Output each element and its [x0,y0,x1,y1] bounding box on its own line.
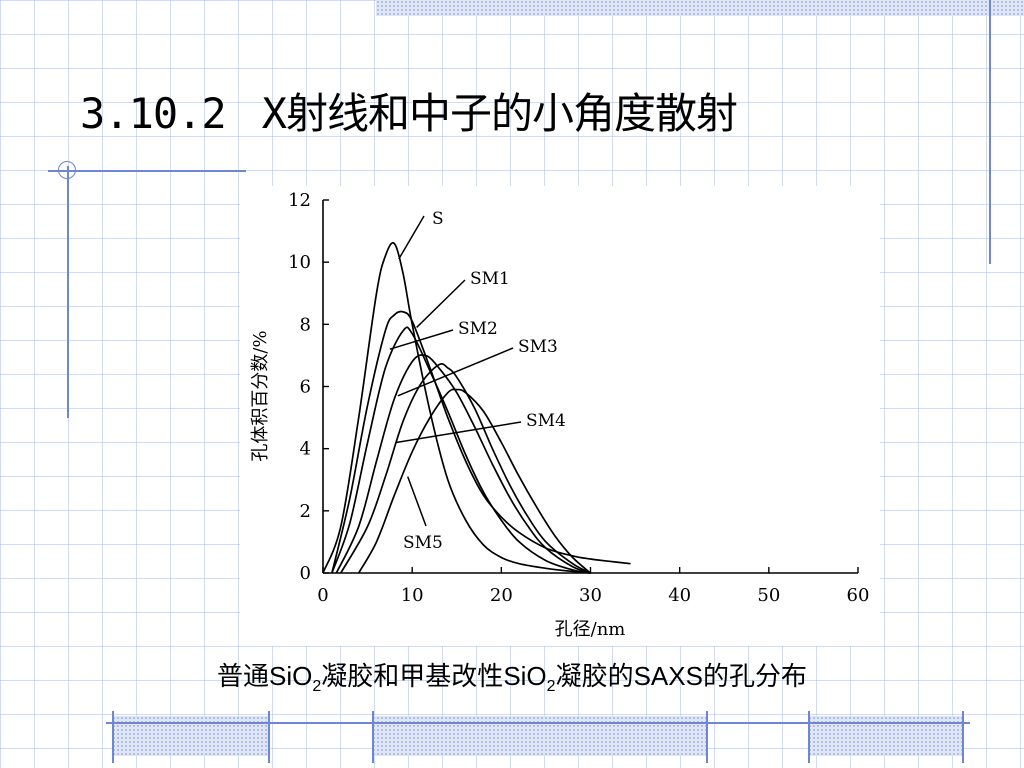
x-tick-label: 10 [401,585,424,606]
series-line-sm5 [357,388,592,574]
leader-line-sm3 [397,347,514,397]
leader-line-sm2 [389,329,454,350]
x-tick-label: 60 [847,585,870,606]
caption-saxs: SAXS [633,661,703,691]
x-axis-label: 孔径/nm [555,619,626,640]
bottom-middle-deco-line-2 [706,711,708,763]
caption-part1: 普通 [217,662,270,692]
pore-distribution-chart: 0 10 20 30 40 50 60 0 2 4 6 8 10 12 S SM1 SM2 SM3 SM4 SM5 … [240,186,880,646]
x-tick-label: 40 [668,585,691,606]
bottom-deco-horizontal-line [106,722,970,724]
caption-sub-b: 2 [546,678,556,695]
leader-line-s [398,215,425,260]
caption-part3: 凝胶的 [555,662,634,692]
y-tick-label: 0 [300,563,311,584]
caption-part2: 凝胶和甲基改性 [321,662,504,692]
series-label-sm3: SM3 [518,337,558,357]
figure-caption: 普通SiO2凝胶和甲基改性SiO2凝胶的SAXS的孔分布 [0,656,1024,696]
leader-line-sm1 [416,279,466,328]
y-tick-label: 8 [300,314,311,335]
bottom-right-deco-line-2 [962,711,964,763]
series-line-sm4 [340,363,591,574]
title-number: 3.10.2 [80,89,227,138]
series-label-s: S [432,209,444,229]
series-label-sm5: SM5 [403,533,443,553]
right-deco-vertical-line [989,0,991,264]
left-deco-horizontal-line [48,170,246,172]
caption-sub-a: 2 [312,678,322,695]
x-tick-label: 0 [317,585,328,606]
x-tick-label: 20 [490,585,513,606]
series-line-sm3 [335,354,591,574]
series-line-sm1 [331,310,631,574]
series-label-sm2: SM2 [458,319,498,339]
caption-sio2-a: SiO [269,661,313,691]
caption-sio2-b: SiO [503,661,547,691]
y-tick-label: 6 [300,377,311,398]
y-tick-label: 12 [288,190,311,211]
leader-line-sm5 [407,476,427,527]
slide-title: 3.10.2 X射线和中子的小角度散射 [80,80,738,141]
y-axis-label: 孔体积百分数/% [250,330,271,461]
title-text: X射线和中子的小角度散射 [261,89,738,138]
series-label-sm1: SM1 [470,269,510,289]
bottom-middle-deco-line [372,711,374,763]
bottom-right-deco-line [808,711,810,763]
y-tick-label: 2 [300,501,311,522]
y-tick-label: 10 [288,252,311,273]
y-tick-label: 4 [300,439,311,460]
leader-line-sm4 [395,421,522,444]
series-line-sm2 [331,326,591,574]
left-deco-vertical-line [67,166,69,418]
caption-part4: 的孔分布 [702,662,807,692]
top-decoration-band [376,0,1024,16]
x-tick-label: 30 [579,585,602,606]
x-tick-label: 50 [757,585,780,606]
deco-circle-icon [58,161,76,179]
bottom-left-deco-line [112,711,114,763]
series-label-sm4: SM4 [526,411,566,431]
bottom-left-deco-line-2 [268,711,270,763]
